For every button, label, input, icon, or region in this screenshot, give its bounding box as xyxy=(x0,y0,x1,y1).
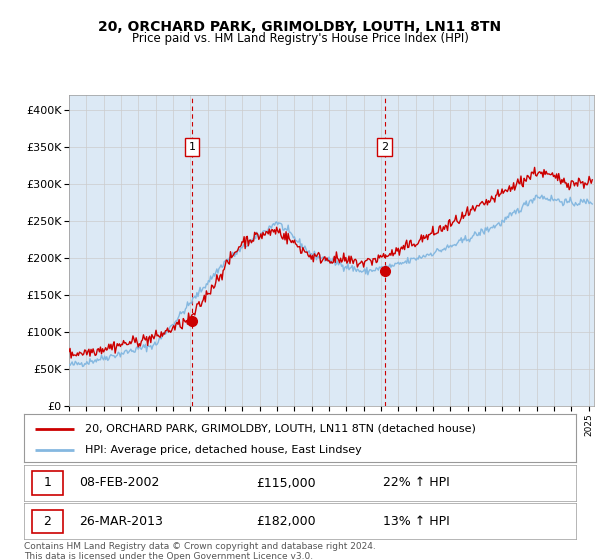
Text: Contains HM Land Registry data © Crown copyright and database right 2024.
This d: Contains HM Land Registry data © Crown c… xyxy=(24,542,376,560)
Text: 26-MAR-2013: 26-MAR-2013 xyxy=(79,515,163,528)
Bar xyxy=(32,510,62,533)
Text: Price paid vs. HM Land Registry's House Price Index (HPI): Price paid vs. HM Land Registry's House … xyxy=(131,32,469,45)
Text: £115,000: £115,000 xyxy=(256,477,316,489)
Text: 1: 1 xyxy=(44,477,52,489)
Text: 2: 2 xyxy=(44,515,52,528)
Text: 20, ORCHARD PARK, GRIMOLDBY, LOUTH, LN11 8TN: 20, ORCHARD PARK, GRIMOLDBY, LOUTH, LN11… xyxy=(98,20,502,34)
Text: HPI: Average price, detached house, East Lindsey: HPI: Average price, detached house, East… xyxy=(85,445,361,455)
Text: 20, ORCHARD PARK, GRIMOLDBY, LOUTH, LN11 8TN (detached house): 20, ORCHARD PARK, GRIMOLDBY, LOUTH, LN11… xyxy=(85,424,476,433)
Text: 2: 2 xyxy=(382,142,388,152)
Text: 1: 1 xyxy=(188,142,196,152)
Bar xyxy=(32,471,62,495)
Text: 08-FEB-2002: 08-FEB-2002 xyxy=(79,477,160,489)
Text: 13% ↑ HPI: 13% ↑ HPI xyxy=(383,515,449,528)
Text: 22% ↑ HPI: 22% ↑ HPI xyxy=(383,477,449,489)
Text: £182,000: £182,000 xyxy=(256,515,316,528)
